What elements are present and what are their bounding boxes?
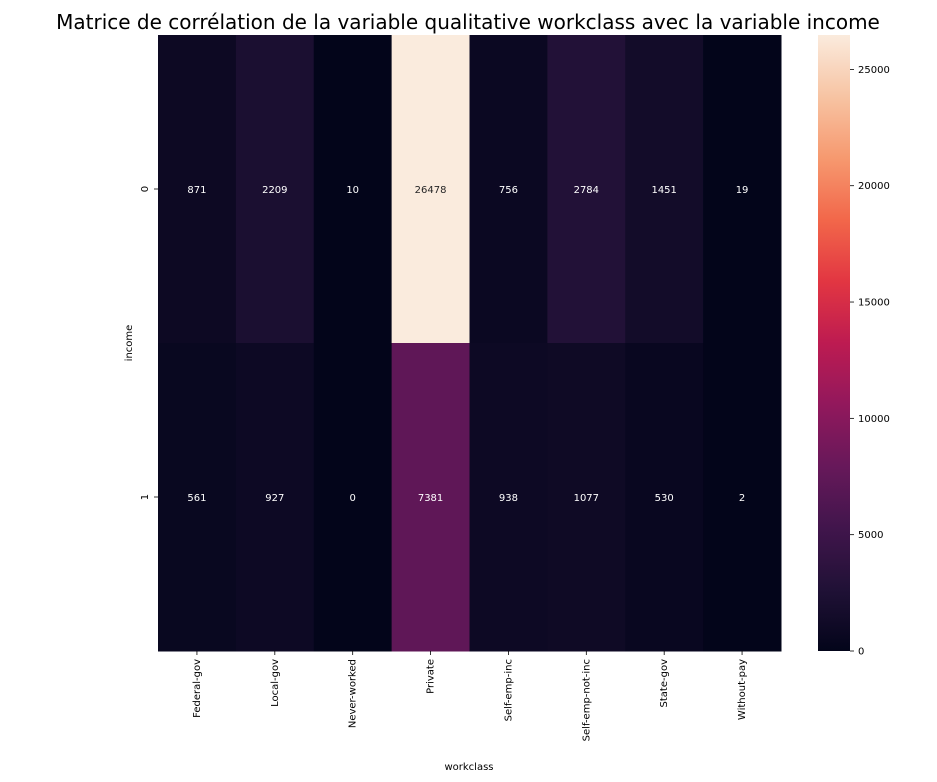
x-tick-label: Never-worked: [348, 659, 359, 728]
chart-title: Matrice de corrélation de la variable qu…: [56, 10, 880, 34]
x-tick-label: State-gov: [659, 659, 670, 708]
heatmap-cell: [625, 343, 704, 652]
heatmap-cell: [703, 35, 782, 344]
cell-value-label: 1451: [651, 185, 676, 196]
heatmap-cell: [703, 343, 782, 652]
heatmap-cell: [547, 343, 626, 652]
heatmap-cell: [391, 343, 470, 652]
heatmap-cells: [158, 35, 782, 652]
colorbar: [818, 35, 850, 651]
cell-value-label: 561: [187, 493, 206, 504]
colorbar-tick-label: 25000: [858, 65, 890, 76]
cell-value-label: 26478: [415, 185, 447, 196]
cell-value-label: 7381: [418, 493, 443, 504]
heatmap-cell: [235, 35, 315, 344]
cell-value-label: 938: [499, 493, 518, 504]
y-axis-label: income: [124, 325, 135, 362]
cell-value-label: 927: [265, 493, 284, 504]
cell-value-label: 0: [350, 493, 356, 504]
heatmap-cell: [547, 35, 626, 344]
heatmap-cell: [469, 35, 548, 344]
x-tick-label: Private: [426, 659, 437, 694]
cell-value-label: 2784: [574, 185, 599, 196]
heatmap-cell: [158, 35, 237, 344]
cell-value-label: 2209: [262, 185, 287, 196]
cell-value-label: 19: [736, 185, 749, 196]
colorbar-tick-label: 15000: [858, 298, 890, 309]
cell-value-label: 10: [346, 185, 359, 196]
colorbar-tick-label: 5000: [858, 530, 883, 541]
colorbar-ticks: 0 5000 10000 15000 20000 25000: [850, 65, 890, 658]
x-tick-label: Federal-gov: [192, 659, 203, 718]
cell-value-label: 2: [739, 493, 745, 504]
x-axis-ticks: Federal-gov Local-gov Never-worked Private S…: [192, 651, 748, 741]
x-axis-label: workclass: [444, 762, 493, 773]
heatmap-cell: [158, 343, 237, 652]
x-tick-label: Without-pay: [737, 659, 748, 720]
heatmap-cell: [625, 35, 704, 344]
cell-value-label: 871: [187, 185, 206, 196]
heatmap-cell: [235, 343, 315, 652]
cell-value-label: 530: [655, 493, 674, 504]
x-tick-label: Self-emp-inc: [503, 659, 514, 721]
y-tick-label: 0: [140, 186, 151, 192]
heatmap-cell: [469, 343, 548, 652]
colorbar-tick-label: 20000: [858, 181, 890, 192]
colorbar-tick-label: 10000: [858, 414, 890, 425]
y-tick-label: 1: [140, 494, 151, 500]
heatmap-cell: [391, 35, 470, 344]
x-tick-label: Local-gov: [270, 659, 281, 707]
x-tick-label: Self-emp-not-inc: [581, 659, 592, 741]
y-axis-ticks: 01: [140, 186, 158, 500]
heatmap-cell: [313, 35, 393, 344]
cell-value-label: 1077: [574, 493, 599, 504]
heatmap-cell: [313, 343, 393, 652]
colorbar-tick-label: 0: [858, 647, 864, 658]
cell-value-label: 756: [499, 185, 518, 196]
heatmap-cell-labels: 871 2209 10 26478 756 2784 1451 19 561 927 0 7381 93…: [187, 185, 748, 504]
